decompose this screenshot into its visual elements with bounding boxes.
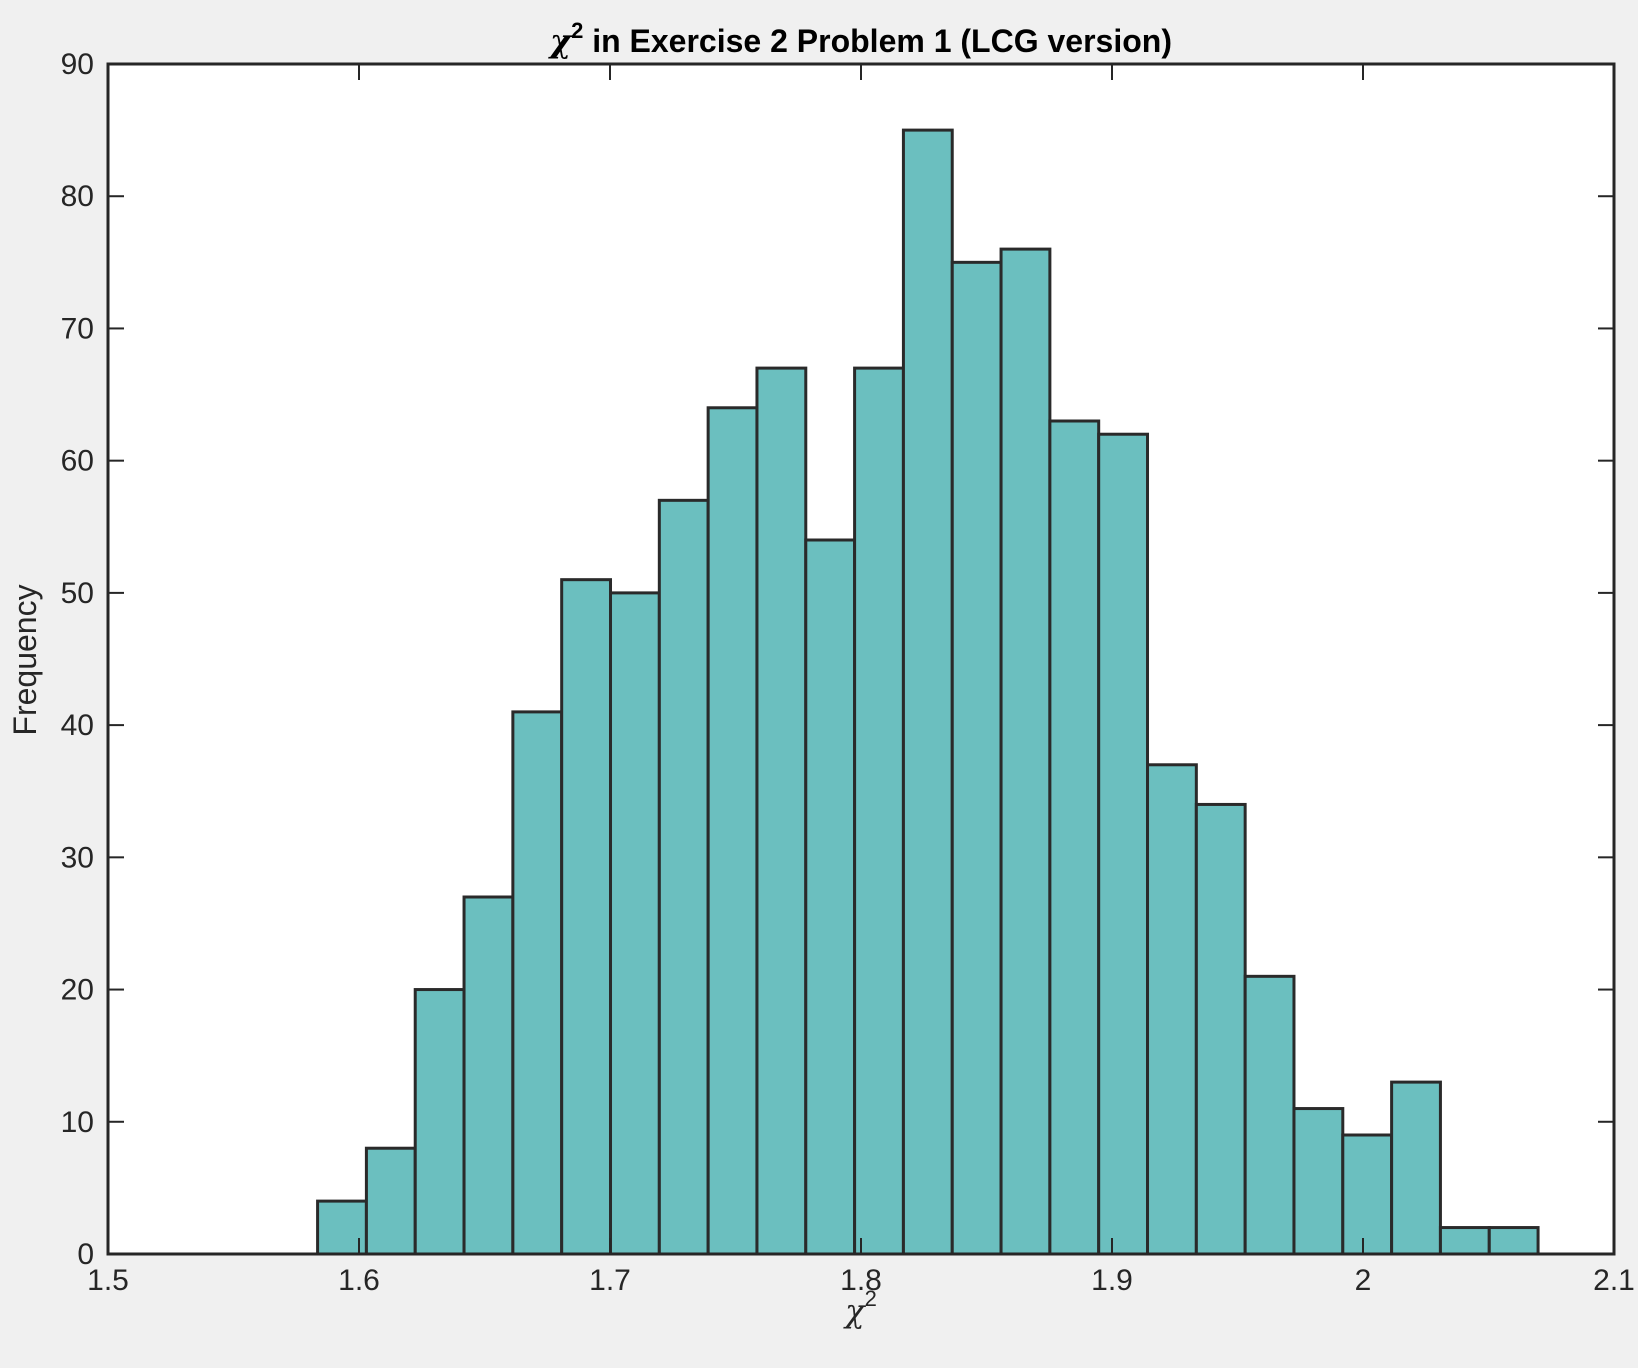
xlabel-superscript: 2 [865,1286,877,1311]
x-tick-label: 2.1 [1593,1264,1635,1297]
histogram-bar [853,366,905,1256]
y-tick-label: 50 [61,577,94,610]
histogram-bar [1390,1080,1442,1256]
histogram-bar [511,710,564,1256]
histogram-bar [1438,1226,1491,1256]
histogram-bar [657,498,710,1256]
x-axis-label: χ2 [843,1286,877,1330]
histogram-bar [1243,974,1296,1256]
x-tick-label: 2 [1355,1264,1372,1297]
x-tick-label: 1.7 [589,1264,631,1297]
histogram-bar [706,406,759,1256]
title-text: in Exercise 2 Problem 1 (LCG version) [583,23,1172,59]
bars-group [316,128,1540,1256]
y-tick-label: 40 [61,709,94,742]
y-tick-label: 70 [61,312,94,345]
x-tick-label: 1.6 [338,1264,380,1297]
y-tick-label: 90 [61,48,94,81]
y-tick-label: 10 [61,1106,94,1139]
y-tick-label: 60 [61,445,94,478]
histogram-bar [1292,1107,1345,1256]
x-tick-label: 1.5 [87,1264,129,1297]
histogram-bar [901,128,954,1256]
histogram-bar [1487,1226,1540,1256]
histogram-bar [755,366,808,1256]
y-tick-label: 30 [61,841,94,874]
histogram-bar [560,578,613,1256]
xlabel-symbol: χ [843,1292,866,1330]
histogram-bar [1194,802,1247,1256]
tick-labels-group: 1.5 1.6 1.7 1.8 1.9 2 2.1 0 10 20 30 40 50 60 70 80 90 [61,48,1635,1297]
histogram-bar [950,260,1003,1256]
y-tick-label: 80 [61,180,94,213]
histogram-bar [1341,1133,1394,1256]
histogram-bar [609,591,661,1256]
histogram-bar [1097,432,1150,1256]
ticks-group [107,63,1615,1255]
histogram-bar [413,988,466,1256]
y-tick-label: 0 [77,1238,94,1271]
chart-title: χ2 in Exercise 2 Problem 1 (LCG version) [548,18,1172,60]
histogram-bar [804,538,857,1256]
y-tick-label: 20 [61,974,94,1007]
title-superscript: 2 [571,18,583,43]
histogram-bar [462,895,515,1256]
title-symbol: χ [548,22,573,60]
histogram-bar [364,1146,417,1256]
y-axis-label: Frequency [7,584,43,735]
x-tick-label: 1.9 [1091,1264,1133,1297]
histogram-bar [1146,763,1198,1256]
x-tick-label: 1.8 [840,1264,882,1297]
histogram-bar [1048,419,1101,1256]
histogram-bar [999,247,1052,1256]
